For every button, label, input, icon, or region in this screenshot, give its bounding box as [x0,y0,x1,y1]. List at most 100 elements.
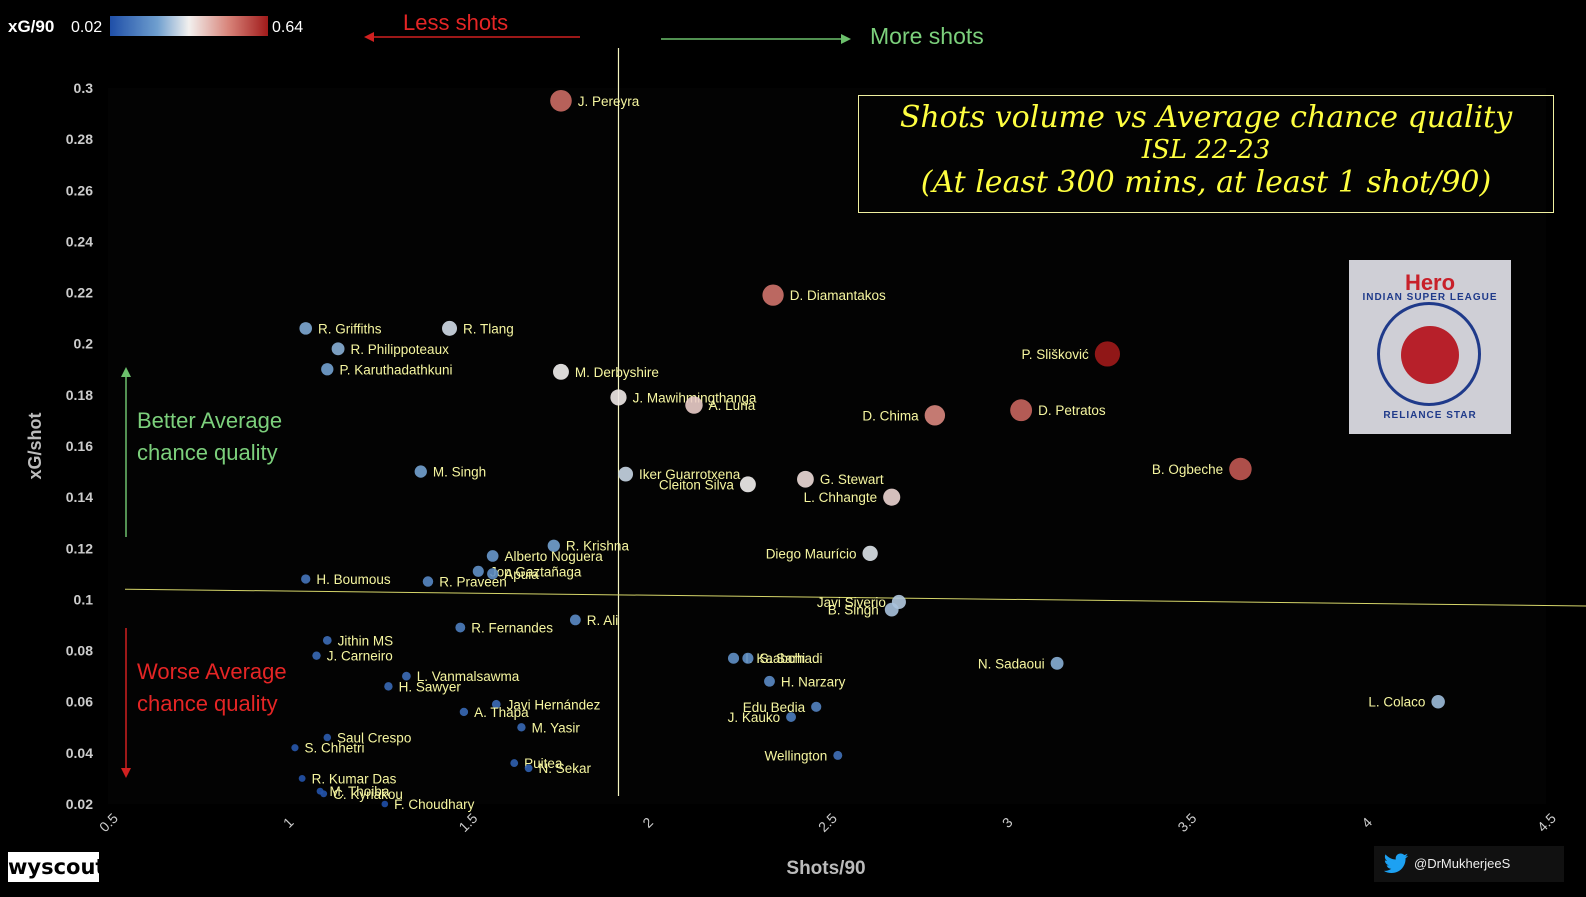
point-label: S. Sarhadi [759,651,822,666]
data-point [883,488,901,506]
x-tick-label: 3 [999,814,1016,831]
data-point [491,699,501,709]
colorbar [110,16,268,36]
worse-arrowhead [121,768,131,778]
worse-label-2: chance quality [137,691,278,716]
x-tick-label: 1 [280,814,297,831]
point-label: I. Kaabchi [745,651,805,666]
point-label: F. Choudhary [394,797,475,812]
y-tick-label: 0.1 [74,591,94,607]
data-point [331,342,345,356]
point-label: J. Kauko [728,710,781,725]
data-point [1010,399,1033,422]
data-point [322,635,332,645]
point-label: Apuia [504,567,539,582]
point-label: R. Tlang [463,321,514,336]
data-point [487,568,499,580]
point-label: Javi Hernández [507,697,601,712]
point-label: Cleiton Silva [659,477,735,492]
data-point [764,675,775,687]
data-point [486,550,499,562]
y-tick-label: 0.06 [66,694,93,710]
data-point [472,565,484,577]
point-label: B. Ogbeche [1152,462,1223,477]
data-point [414,465,427,478]
data-point [459,707,469,717]
twitter-handle: @DrMukherjeeS [1414,856,1511,871]
point-label: A. Thapa [474,705,529,720]
y-tick-label: 0.12 [66,540,93,556]
better-label-2: chance quality [137,440,278,465]
x-tick-label: 4.5 [1534,810,1559,835]
colorbar-max: 0.64 [272,19,303,36]
less-shots-arrowhead [364,32,374,42]
isl-logo: Hero INDIAN SUPER LEAGUE RELIANCE STAR [1349,260,1511,434]
point-label: S. Chhetri [305,741,365,756]
data-point [517,723,526,732]
data-points: J. Pereyra D. Diamantakos R. Griffiths R. T… [291,89,1445,812]
data-point [1094,341,1121,367]
x-tick-label: 0.5 [96,810,121,835]
data-point [833,750,843,760]
more-shots-arrowhead [841,34,851,44]
point-label: Wellington [764,748,827,763]
data-point [402,671,411,681]
twitter-bird-icon [1383,853,1409,874]
data-point [786,712,796,723]
point-label: H. Sawyer [399,679,462,694]
data-point [524,764,533,773]
y-tick-label: 0.08 [66,643,93,659]
data-point [321,363,334,376]
point-label: M. Yasir [532,720,581,735]
data-point [422,576,434,587]
better-arrowhead [121,367,131,377]
point-label: Javi Siverio [817,595,886,610]
y-tick-label: 0.04 [66,745,93,761]
point-label: N. Sekar [539,761,592,776]
data-point [320,790,328,798]
point-label: J. Carneiro [327,649,393,664]
point-label: R. Praveen [439,575,507,590]
point-label: N. Sadaoui [978,656,1045,671]
data-point [510,759,519,767]
point-label: G. Stewart [820,472,884,487]
point-label: Iker Guarrotxena [639,467,741,482]
logo-brand: Hero [1404,270,1456,295]
data-point [298,774,306,782]
point-label: R. Kumar Das [312,771,397,786]
x-tick-label: 3.5 [1174,810,1199,835]
data-point [924,405,946,426]
point-label: Jon Gaztañaga [490,564,582,579]
data-point [291,744,299,752]
point-label: M. Derbyshire [575,365,659,380]
data-point [569,614,581,626]
data-point [739,476,756,493]
point-label: C. Kyriakou [333,787,403,802]
point-label: M. Thoiba [330,784,390,799]
colorbar-min: 0.02 [71,19,102,36]
y-axis-label: xG/shot [25,412,45,479]
y-tick-label: 0.16 [66,438,93,454]
point-label: L. Chhangte [804,490,878,505]
less-shots-label: Less shots [403,10,508,35]
data-point [455,622,466,633]
point-label: J. Pereyra [578,94,640,109]
y-tick-label: 0.14 [66,489,93,505]
point-label: L. Vanmalsawma [417,669,520,684]
reference-lines [124,48,1586,796]
logo-text-top: INDIAN SUPER LEAGUE [1362,292,1498,303]
data-point [610,389,627,406]
chart-title: Shots volume vs Average chance quality [899,100,1513,135]
point-label: Edu Bedia [743,700,806,715]
point-label: H. Boumous [316,572,391,587]
y-tick-label: 0.28 [66,131,93,147]
point-label: Jithin MS [338,633,394,648]
chart-criteria: (At least 300 mins, at least 1 shot/90) [920,165,1492,200]
data-point [442,320,458,336]
point-label: L. Colaco [1368,695,1425,710]
logo-text-bottom: RELIANCE STAR [1383,410,1477,421]
data-point [381,800,389,808]
y-tick-label: 0.2 [74,336,94,352]
point-label: D. Chima [862,408,919,423]
